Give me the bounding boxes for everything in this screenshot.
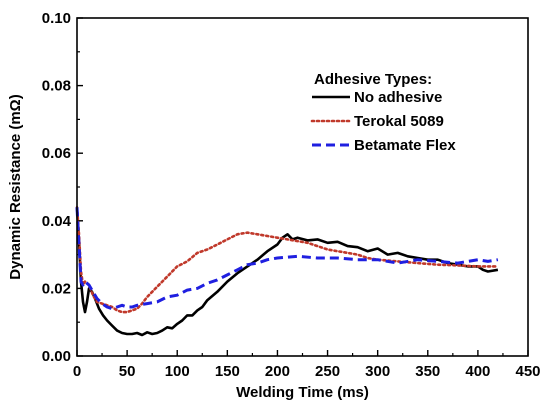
series-line-no-adhesive [75,207,499,337]
y-tick-label: 0.06 [42,145,71,162]
legend-title: Adhesive Types: [314,71,432,88]
x-tick-label: 300 [365,363,390,380]
legend: Adhesive Types: No adhesive Terokal 5089 B… [310,71,456,154]
y-tick-label: 0.02 [42,280,71,297]
series-layer [75,206,500,337]
plot-frame [76,17,529,357]
legend-label: Terokal 5089 [354,113,444,130]
x-tick-label: 200 [265,363,290,380]
x-tick-label: 150 [215,363,240,380]
x-axis-label: Welding Time (ms) [236,384,369,401]
x-tick-label: 350 [415,363,440,380]
series-line-betamate-flex [75,207,499,311]
x-tick-label: 400 [465,363,490,380]
y-tick-label: 0.00 [42,348,71,365]
legend-label: Betamate Flex [354,137,456,154]
x-tick-label: 50 [119,363,136,380]
x-tick-label: 0 [73,363,81,380]
x-tick-label: 250 [315,363,340,380]
x-tick-labels: 0 50 100 150 200 250 300 350 400 450 [73,363,541,380]
y-tick-labels: 0.00 0.02 0.04 0.06 0.08 0.10 [42,10,72,365]
legend-label: No adhesive [354,89,442,106]
x-tick-label: 450 [515,363,540,380]
y-tick-label: 0.10 [42,10,71,27]
y-tick-label: 0.04 [42,213,72,230]
y-axis-label: Dynamic Resistance (mΩ) [7,94,24,279]
series-line-terokal-5089 [75,206,500,314]
x-tick-label: 100 [165,363,190,380]
y-tick-label: 0.08 [42,78,71,95]
